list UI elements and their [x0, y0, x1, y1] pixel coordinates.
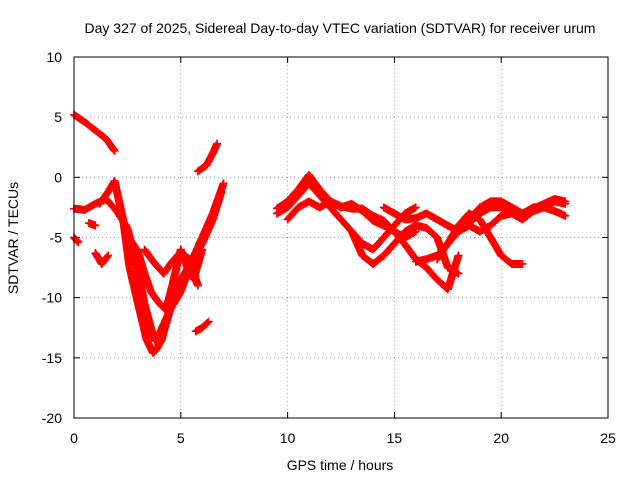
data-point-run — [160, 258, 176, 277]
data-point-run — [149, 345, 161, 357]
data-point-run — [455, 210, 473, 229]
data-point-run — [402, 241, 419, 262]
y-tick-label: 0 — [54, 169, 62, 185]
data-point-run — [125, 265, 142, 307]
y-tick-label: 10 — [46, 49, 62, 65]
data-series — [70, 110, 119, 155]
data-point-run — [166, 288, 184, 313]
data-point — [104, 251, 113, 260]
data-series — [84, 219, 100, 230]
x-axis-label: GPS time / hours — [287, 457, 394, 473]
data-point — [411, 203, 420, 212]
data-point-run — [338, 216, 355, 235]
data-point — [219, 179, 228, 188]
data-points — [70, 110, 570, 358]
data-point — [204, 317, 213, 326]
data-point-run — [444, 228, 462, 247]
data-point — [518, 259, 527, 268]
data-point-run — [370, 234, 387, 253]
data-point — [91, 221, 100, 230]
data-point-run — [185, 256, 202, 289]
data-point-run — [423, 224, 440, 241]
data-point-run — [380, 240, 398, 259]
data-point-run — [81, 118, 99, 134]
data-point-run — [348, 200, 366, 215]
data-point-run — [158, 307, 174, 343]
axis-ticks: 0 5 10 15 20 25 -20 -15 -10 -5 0 5 10 — [42, 49, 616, 446]
data-series — [70, 187, 226, 345]
data-point-run — [487, 212, 504, 229]
y-tick-label: -5 — [50, 230, 63, 246]
data-point-run — [110, 178, 127, 222]
x-tick-label: 10 — [280, 430, 296, 446]
data-point-run — [98, 252, 112, 267]
x-tick-label: 25 — [600, 430, 616, 446]
data-point-run — [70, 234, 82, 246]
data-point-run — [466, 204, 483, 223]
data-point — [74, 238, 83, 247]
data-point-run — [370, 252, 387, 267]
data-point-run — [498, 252, 515, 267]
data-point-run — [195, 162, 210, 175]
data-point-run — [327, 204, 344, 223]
data-point — [213, 139, 222, 148]
y-tick-label: 5 — [54, 109, 62, 125]
data-point-run — [134, 268, 149, 307]
y-tick-label: -20 — [42, 410, 62, 426]
data-point-run — [198, 210, 217, 241]
data-point-run — [348, 228, 366, 259]
grid — [74, 57, 608, 418]
data-point-run — [147, 288, 163, 307]
data-point-run — [423, 264, 441, 283]
data-point-run — [305, 172, 323, 193]
data-point-run — [145, 252, 159, 267]
data-point — [110, 146, 119, 155]
data-series — [191, 317, 213, 336]
data-series — [91, 249, 113, 268]
data-point-run — [305, 180, 323, 199]
y-tick-label: -15 — [42, 350, 62, 366]
data-point-run — [178, 249, 193, 263]
data-point-run — [359, 208, 376, 224]
data-point-run — [445, 264, 462, 277]
data-series — [465, 194, 570, 224]
data-point — [454, 269, 463, 278]
data-point-run — [199, 318, 212, 331]
data-point-run — [124, 232, 142, 255]
x-tick-label: 15 — [387, 430, 403, 446]
x-tick-label: 20 — [493, 430, 509, 446]
data-point-run — [434, 240, 451, 262]
data-point-run — [487, 234, 505, 259]
chart-title: Day 327 of 2025, Sidereal Day-to-day VTE… — [85, 20, 596, 36]
data-point — [561, 211, 570, 220]
x-tick-label: 5 — [177, 430, 185, 446]
data-point-run — [134, 301, 151, 343]
data-point — [198, 245, 207, 254]
data-point — [193, 281, 202, 290]
data-point-run — [96, 189, 112, 207]
y-tick-label: -10 — [42, 290, 62, 306]
data-point-run — [134, 249, 149, 277]
data-point-run — [284, 186, 302, 205]
data-point — [454, 251, 463, 260]
data-point-run — [141, 246, 152, 259]
data-series — [70, 233, 83, 247]
data-point-run — [103, 196, 120, 214]
y-axis-label: SDTVAR / TECUs — [5, 182, 21, 294]
data-point-run — [141, 271, 155, 295]
data-series — [140, 245, 202, 290]
data-point-run — [284, 204, 302, 223]
data-point-run — [209, 180, 227, 216]
data-series — [193, 139, 222, 176]
data-point-run — [92, 127, 109, 142]
plot-frame — [73, 56, 609, 419]
data-point-run — [284, 192, 302, 211]
data-point-run — [391, 228, 409, 247]
data-point — [561, 197, 570, 206]
x-tick-label: 0 — [70, 430, 78, 446]
data-point-run — [102, 136, 118, 154]
data-series — [283, 197, 420, 242]
